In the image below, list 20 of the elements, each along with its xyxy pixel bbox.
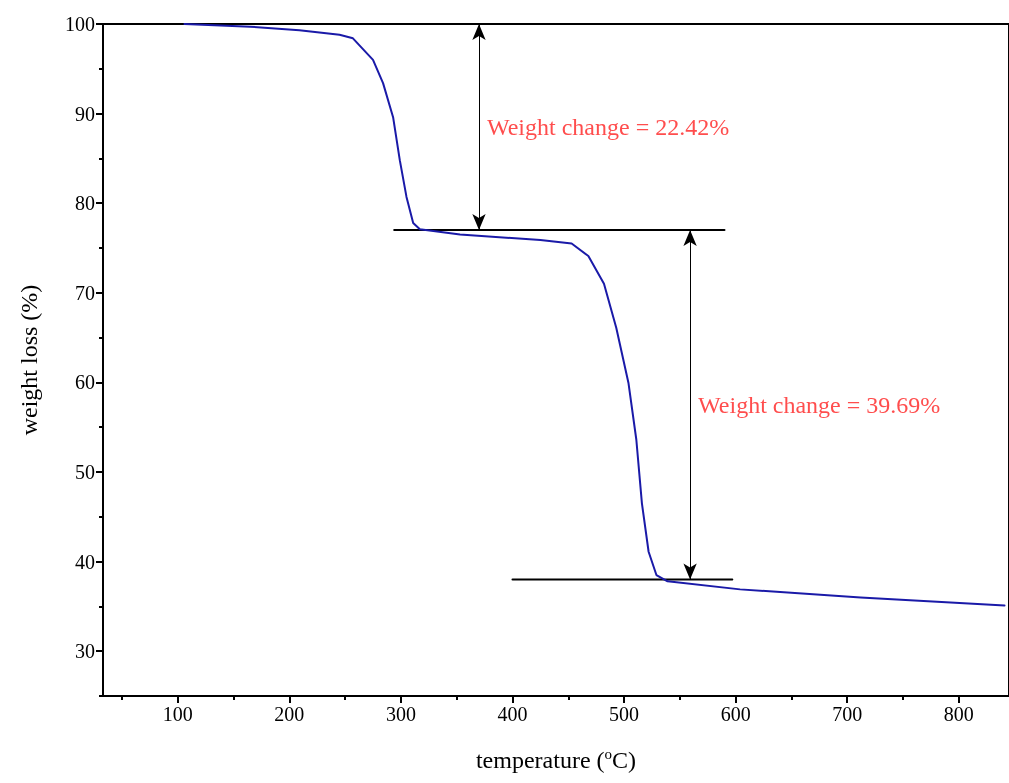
- x-tick-label: 500: [609, 703, 640, 725]
- y-tick-label: 100: [65, 13, 95, 35]
- y-tick-label: 90: [75, 102, 95, 125]
- x-tick-label: 600: [720, 703, 751, 725]
- y-tick-label: 30: [75, 640, 95, 663]
- line-series: [183, 23, 1006, 607]
- x-tick-label: 400: [497, 703, 528, 725]
- y-tick-label: 40: [75, 550, 95, 573]
- y-tick-label: 50: [75, 461, 95, 483]
- x-tick-label: 200: [274, 703, 305, 725]
- x-tick-label: 300: [385, 703, 416, 725]
- y-tick-label: 80: [75, 192, 95, 215]
- y-tick-label: 60: [75, 371, 95, 394]
- x-tick-label: 800: [943, 703, 974, 725]
- x-tick-label: 700: [832, 703, 863, 725]
- x-tick-label: 100: [162, 703, 193, 725]
- annotation: Weight change = 22.42%: [486, 114, 730, 141]
- y-tick-label: 70: [75, 281, 95, 304]
- y-axis-title: weight loss (%): [16, 284, 42, 436]
- annotation: Weight change = 39.69%: [698, 391, 941, 418]
